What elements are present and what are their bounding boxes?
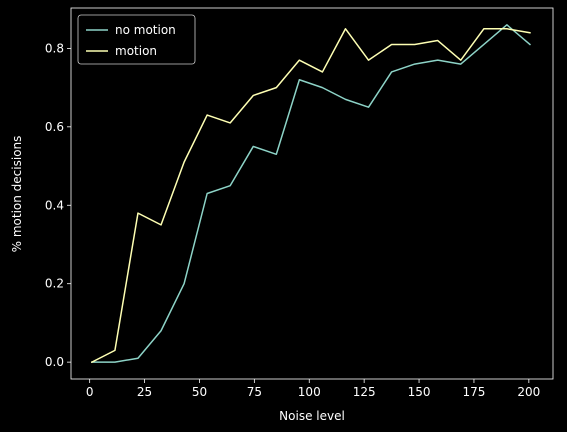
axes-frame <box>70 7 554 380</box>
x-tick-label: 125 <box>353 385 376 399</box>
legend-label-1: motion <box>115 44 157 58</box>
series-line-0 <box>91 24 531 363</box>
x-tick-label: 25 <box>137 385 152 399</box>
x-tick-label: 75 <box>247 385 262 399</box>
x-tick-label: 200 <box>517 385 540 399</box>
y-tick-label: 0.8 <box>45 41 64 55</box>
y-ticks: 0.0 0.2 0.4 0.6 0.8 <box>45 41 71 369</box>
x-tick-label: 50 <box>192 385 207 399</box>
x-tick-label: 175 <box>462 385 485 399</box>
axes-layer <box>70 7 554 380</box>
x-ticks: 0 25 50 75 100 125 150 175 200 <box>86 379 540 399</box>
series-layer <box>90 24 531 364</box>
x-tick-label: 0 <box>86 385 94 399</box>
y-tick-label: 0.4 <box>45 198 64 212</box>
legend-label-0: no motion <box>115 23 176 37</box>
x-tick-label: 100 <box>298 385 321 399</box>
y-axis-label: % motion decisions <box>10 136 24 253</box>
y-tick-label: 0.2 <box>45 277 64 291</box>
legend: no motion motion <box>77 14 196 65</box>
y-tick-label: 0.0 <box>45 355 64 369</box>
plot-area <box>71 8 553 379</box>
x-axis-label: Noise level <box>279 409 345 423</box>
x-tick-label: 150 <box>408 385 431 399</box>
series-line-1 <box>90 28 531 364</box>
y-tick-label: 0.6 <box>45 120 64 134</box>
